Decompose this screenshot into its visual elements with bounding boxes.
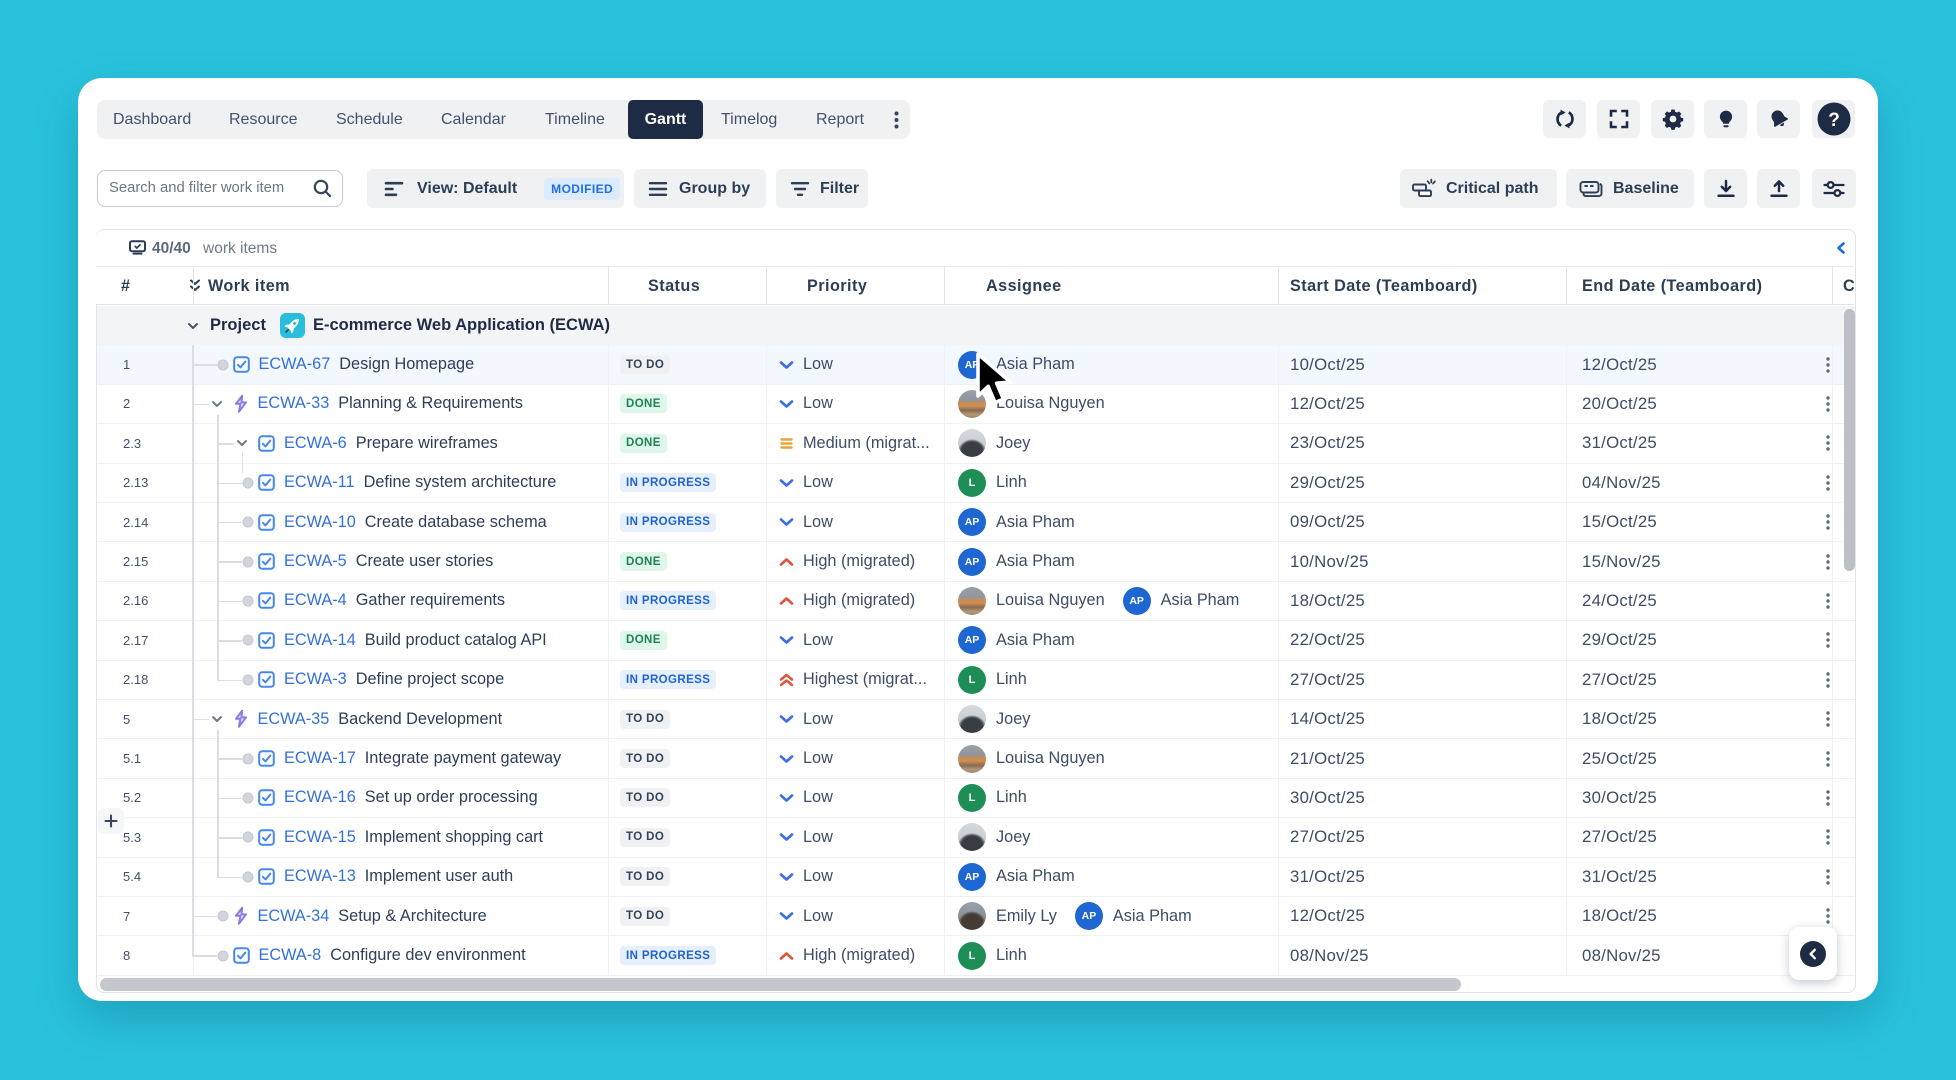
svg-text:?: ? (1828, 110, 1840, 131)
